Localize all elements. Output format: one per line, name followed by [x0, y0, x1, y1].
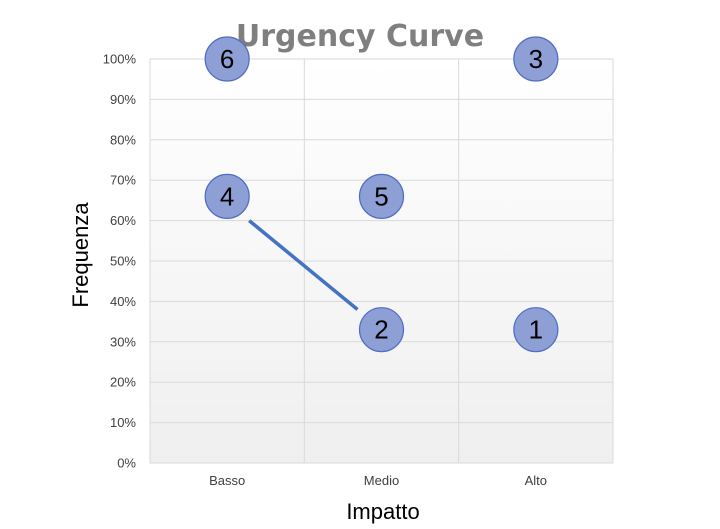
y-axis-ticks: 0% 10% 20% 30% 40% 50% 60% 70% 80% 90% 100% [103, 52, 137, 471]
bubble-label: 6 [220, 44, 234, 74]
x-tick-label: Medio [364, 473, 399, 488]
y-tick-label: 40% [110, 294, 136, 309]
bubble-point: 6 [204, 36, 250, 82]
trend-line [248, 219, 359, 311]
bubble-circle [513, 307, 559, 353]
bubble-circle [513, 36, 559, 82]
y-tick-label: 80% [110, 132, 136, 147]
x-tick-label: Basso [209, 473, 245, 488]
bubble-circle [204, 173, 250, 219]
chart-title: Urgency Curve [236, 19, 484, 54]
bubble-circle [204, 36, 250, 82]
y-tick-label: 70% [110, 173, 136, 188]
bubble-label: 3 [529, 44, 543, 74]
bubble-point: 1 [513, 307, 559, 353]
bubble-point: 5 [358, 173, 405, 219]
y-tick-label: 90% [110, 92, 136, 107]
y-tick-label: 60% [110, 213, 136, 228]
horizontal-gridlines [150, 58, 613, 464]
x-axis-ticks: Basso Medio Alto [209, 473, 547, 488]
y-tick-label: 20% [110, 375, 136, 390]
y-tick-label: 100% [103, 52, 137, 67]
bubble-label: 4 [220, 181, 234, 211]
bubble-circle [358, 307, 405, 353]
bubble-point: 2 [358, 307, 405, 353]
bubble-label: 1 [529, 315, 543, 345]
y-tick-label: 10% [110, 415, 136, 430]
y-tick-label: 50% [110, 254, 136, 269]
y-axis-label: Frequenza [68, 202, 93, 308]
x-tick-label: Alto [525, 473, 547, 488]
y-tick-label: 30% [110, 334, 136, 349]
x-axis-label: Impatto [346, 499, 419, 524]
bubble-point: 3 [513, 36, 559, 82]
bubble-point: 4 [204, 173, 250, 219]
y-tick-label: 0% [117, 456, 136, 471]
bubble-series: 6 3 4 5 2 1 [204, 36, 559, 353]
series-line-segment [248, 219, 359, 311]
bubble-label: 2 [374, 315, 388, 345]
vertical-gridlines [303, 59, 460, 463]
bubble-label: 5 [374, 181, 388, 211]
bubble-circle [358, 173, 405, 219]
